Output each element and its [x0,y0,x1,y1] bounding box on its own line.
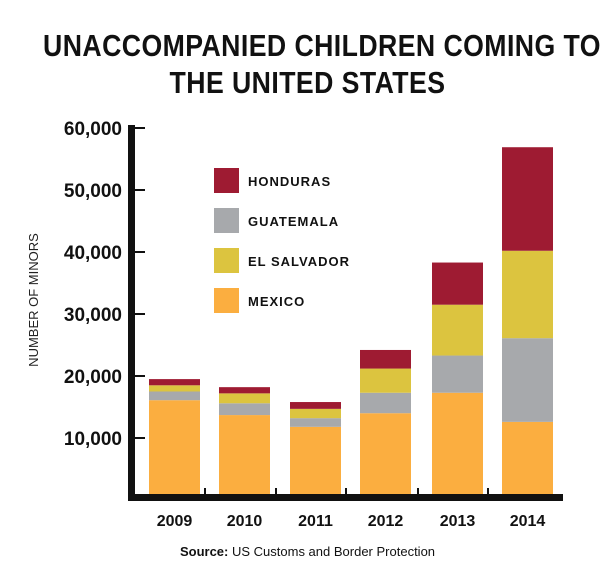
bar-segment-el-salvador-2011 [290,408,341,419]
bar-segment-guatemala-2014 [502,338,553,422]
bar-segment-guatemala-2010 [219,403,270,416]
y-tick-label: 50,000 [64,181,122,202]
y-tick-label: 60,000 [64,119,122,140]
x-tick-mark [417,488,419,495]
x-tick-label: 2009 [157,513,193,530]
bar-segment-el-salvador-2010 [219,393,270,404]
x-axis-line [128,494,563,501]
bar-segment-honduras-2011 [290,402,341,409]
bar-segment-honduras-2013 [432,262,483,305]
legend-label: EL SALVADOR [248,254,350,269]
legend-label: HONDURAS [248,174,331,189]
y-tick-label: 20,000 [64,367,122,388]
legend-swatch-el-salvador [214,248,239,273]
bar-segment-honduras-2012 [360,349,411,369]
bar-segment-guatemala-2011 [290,418,341,427]
y-tick-mark [135,437,145,439]
x-tick-label: 2010 [227,513,263,530]
y-tick-label: 40,000 [64,243,122,264]
bar-segment-el-salvador-2009 [149,385,200,392]
x-tick-mark [487,488,489,495]
bar-segment-honduras-2010 [219,387,270,394]
x-tick-mark [204,488,206,495]
source-text: US Customs and Border Protection [228,544,436,559]
x-tick-mark [345,488,347,495]
bar-segment-el-salvador-2013 [432,304,483,356]
bar-segment-mexico-2012 [360,413,411,496]
legend-swatch-honduras [214,168,239,193]
y-tick-mark [135,251,145,253]
chart-title-line-1: UNACCOMPANIED CHILDREN COMING TO [43,28,601,63]
bar-segment-mexico-2010 [219,415,270,496]
bar-segment-mexico-2011 [290,426,341,496]
y-tick-label: 10,000 [64,429,122,450]
legend-label: MEXICO [248,294,305,309]
x-tick-label: 2014 [510,513,546,530]
y-axis-label: NUMBER OF MINORS [26,233,41,367]
bar-segment-mexico-2009 [149,400,200,496]
x-tick-label: 2012 [368,513,404,530]
y-tick-label: 30,000 [64,305,122,326]
bar-segment-mexico-2013 [432,392,483,496]
x-tick-mark [275,488,277,495]
bar-segment-guatemala-2013 [432,355,483,393]
legend-label: GUATEMALA [248,214,339,229]
y-tick-mark [135,189,145,191]
x-tick-label: 2013 [440,513,476,530]
bar-segment-el-salvador-2014 [502,250,553,339]
bar-segment-guatemala-2012 [360,392,411,414]
legend-swatch-guatemala [214,208,239,233]
y-tick-mark [135,375,145,377]
bar-segment-honduras-2014 [502,147,553,251]
source-note: Source: US Customs and Border Protection [0,544,615,560]
bar-segment-mexico-2014 [502,421,553,496]
bar-segment-el-salvador-2012 [360,368,411,393]
chart-title-line-2: THE UNITED STATES [169,65,446,100]
y-tick-mark [135,313,145,315]
y-axis-line [128,125,135,501]
bar-segment-guatemala-2009 [149,391,200,401]
bar-segment-honduras-2009 [149,379,200,386]
source-label: Source: [179,544,229,559]
x-tick-label: 2011 [298,513,333,530]
y-tick-mark [135,127,145,129]
legend-swatch-mexico [214,288,239,313]
